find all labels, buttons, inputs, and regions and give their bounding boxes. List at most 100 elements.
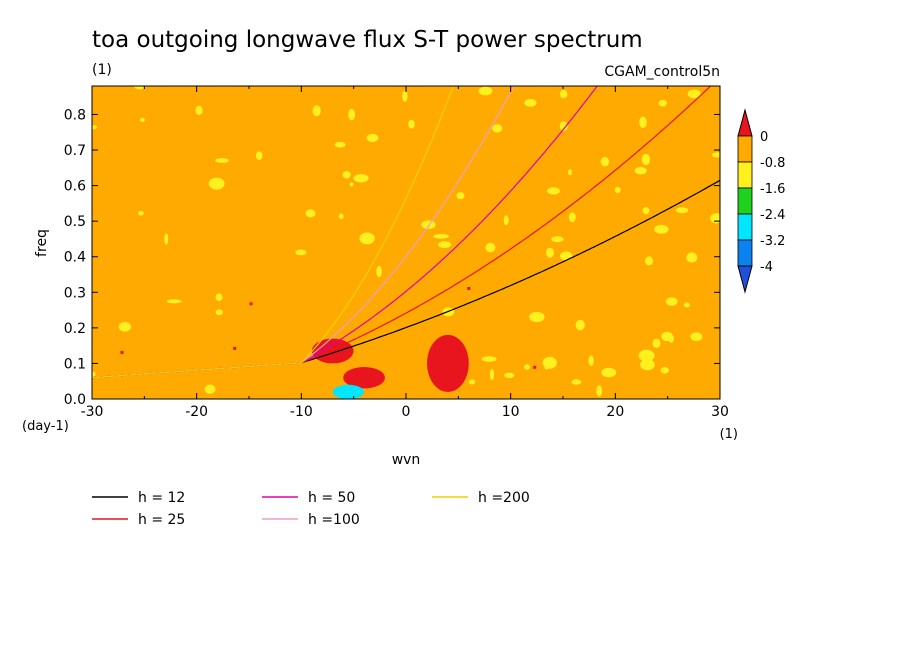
low-power-spot bbox=[567, 169, 573, 176]
low-power-spot bbox=[504, 372, 515, 378]
low-power-spot bbox=[687, 89, 701, 99]
x-axis-label: wvn bbox=[392, 452, 421, 468]
low-power-spot bbox=[634, 167, 647, 175]
power-features bbox=[311, 334, 469, 399]
power-feature bbox=[332, 384, 365, 399]
low-power-spot bbox=[642, 207, 650, 215]
y-tick-label: 0.1 bbox=[64, 356, 86, 372]
low-power-spot bbox=[353, 174, 369, 183]
low-power-spot bbox=[478, 86, 493, 96]
power-feature bbox=[343, 367, 385, 389]
low-power-spot bbox=[342, 171, 351, 179]
plot-area bbox=[91, 85, 721, 400]
low-power-spot bbox=[492, 124, 503, 133]
high-power-spot bbox=[467, 287, 471, 290]
high-power-spot bbox=[233, 346, 237, 350]
legend-label: h = 50 bbox=[308, 490, 355, 506]
legend-label: h = 25 bbox=[138, 512, 185, 528]
low-power-spot bbox=[468, 379, 476, 385]
high-power-spot bbox=[120, 350, 124, 354]
low-power-spot bbox=[588, 355, 594, 367]
low-power-spot bbox=[542, 356, 557, 369]
low-power-spot bbox=[255, 151, 263, 160]
low-power-spot bbox=[652, 338, 661, 348]
low-power-spot bbox=[164, 233, 169, 245]
low-power-spot bbox=[438, 241, 452, 249]
y-tick-label: 0.5 bbox=[64, 214, 86, 230]
colorbar-segment bbox=[737, 161, 753, 189]
low-power-spot bbox=[215, 158, 229, 163]
low-power-spot bbox=[614, 186, 621, 194]
low-power-spot bbox=[366, 133, 379, 143]
chart-subtitle-right: CGAM_control5n bbox=[604, 64, 720, 80]
low-power-spot bbox=[683, 302, 691, 308]
low-power-spot bbox=[524, 99, 537, 107]
low-power-spot bbox=[660, 367, 669, 374]
low-power-spot bbox=[338, 213, 344, 220]
low-power-spot bbox=[568, 212, 576, 223]
low-power-spot bbox=[312, 105, 321, 117]
low-power-spot bbox=[118, 321, 132, 332]
legend-label: h =200 bbox=[478, 490, 530, 506]
low-power-spot bbox=[524, 364, 531, 370]
colorbar-label: 0 bbox=[760, 130, 768, 145]
x-tick-label: 0 bbox=[402, 404, 411, 420]
x-tick-label: -10 bbox=[290, 404, 313, 420]
low-power-spot bbox=[644, 256, 654, 266]
x-tick-label: -30 bbox=[81, 404, 104, 420]
colorbar-segment bbox=[737, 135, 753, 163]
legend-label: h =100 bbox=[308, 512, 360, 528]
colorbar-bottom-arrow bbox=[737, 265, 753, 294]
low-power-spot bbox=[334, 141, 346, 148]
low-power-spot bbox=[456, 192, 465, 200]
low-power-spot bbox=[601, 367, 617, 378]
low-power-spot bbox=[503, 215, 509, 226]
low-power-spot bbox=[658, 99, 667, 107]
legend-label: h = 12 bbox=[138, 490, 185, 506]
low-power-spot bbox=[481, 356, 497, 362]
colorbar-label: -2.4 bbox=[760, 208, 785, 223]
low-power-spot bbox=[359, 232, 375, 245]
low-power-spot bbox=[134, 86, 146, 90]
low-power-spot bbox=[376, 265, 382, 278]
low-power-spot bbox=[421, 220, 436, 229]
y-tick-label: 0.8 bbox=[64, 107, 86, 123]
dispersion-curves bbox=[92, 86, 720, 379]
x-tick-label: -20 bbox=[185, 404, 208, 420]
y-tick-label: 0.4 bbox=[64, 250, 86, 266]
low-power-spot bbox=[92, 371, 96, 377]
low-power-spot bbox=[137, 211, 144, 216]
colorbar-segment bbox=[737, 213, 753, 241]
low-power-spot bbox=[166, 299, 182, 304]
low-power-spot bbox=[551, 236, 564, 243]
noise-spots bbox=[92, 86, 720, 397]
low-power-spot bbox=[654, 224, 669, 234]
y-axis: 0.0 0.1 0.2 0.3 0.4 0.5 0.6 0.7 0.8 bbox=[64, 107, 720, 408]
low-power-spot bbox=[686, 252, 698, 263]
colorbar-label: -3.2 bbox=[760, 234, 785, 249]
chart-subtitle-left: (1) bbox=[92, 62, 112, 78]
low-power-spot bbox=[661, 331, 673, 342]
low-power-spot bbox=[639, 116, 647, 128]
low-power-spot bbox=[638, 349, 655, 362]
high-power-spot bbox=[249, 302, 253, 306]
low-power-spot bbox=[408, 119, 415, 129]
low-power-spot bbox=[195, 105, 203, 115]
low-power-spot bbox=[571, 379, 582, 385]
y-tick-label: 0.3 bbox=[64, 285, 86, 301]
low-power-spot bbox=[559, 121, 568, 131]
colorbar-segment bbox=[737, 187, 753, 215]
low-power-spot bbox=[92, 125, 98, 130]
low-power-spot bbox=[547, 187, 560, 195]
dispersion-line-h200 bbox=[92, 86, 454, 379]
x-tick-label: 30 bbox=[711, 404, 729, 420]
low-power-spot bbox=[349, 182, 354, 187]
colorbar-label: -0.8 bbox=[760, 156, 785, 171]
low-power-spot bbox=[433, 234, 450, 239]
low-power-spot bbox=[529, 311, 545, 323]
low-power-spot bbox=[560, 251, 573, 261]
low-power-spot bbox=[402, 90, 408, 102]
low-power-spot bbox=[559, 89, 568, 99]
y-axis-label: freq bbox=[34, 229, 50, 257]
x-tick-label: 20 bbox=[606, 404, 624, 420]
